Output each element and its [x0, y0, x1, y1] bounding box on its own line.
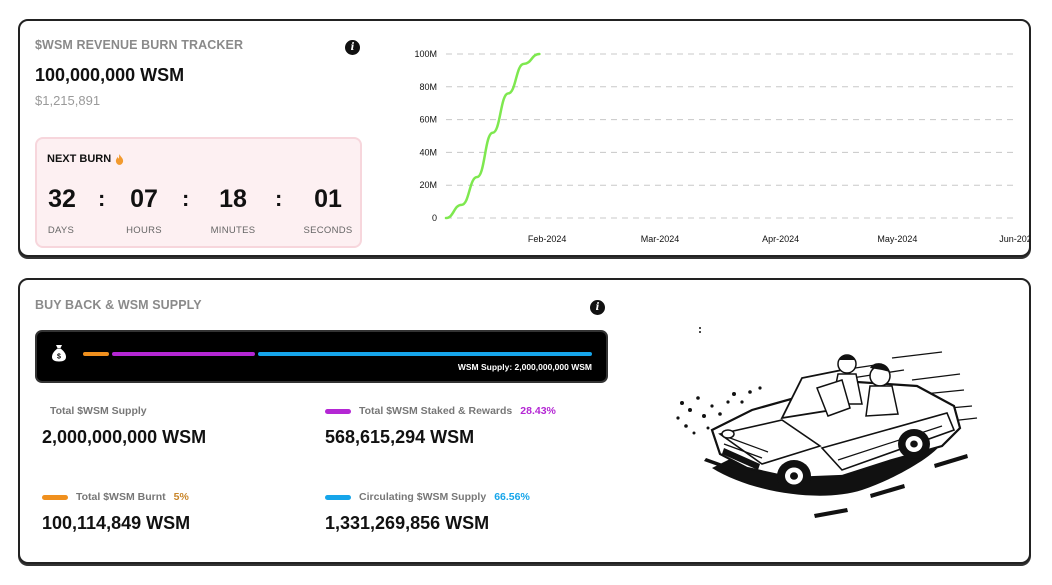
- y-tick-label: 20M: [419, 180, 437, 190]
- burnt-label-text: Total $WSM Burnt: [76, 491, 166, 503]
- circulating-label: Circulating $WSM Supply 66.56%: [325, 491, 530, 503]
- x-tick-label: Apr-2024: [762, 234, 799, 244]
- circulating-legend-pill: [325, 494, 351, 500]
- countdown-seconds-label: SECONDS: [303, 225, 353, 236]
- burnt-label: Total $WSM Burnt 5%: [42, 491, 189, 503]
- countdown-days-label: DAYS: [47, 225, 75, 236]
- circulating-value: 1,331,269,856 WSM: [325, 513, 490, 533]
- countdown-seconds: 01: [314, 185, 342, 213]
- burnt-legend-pill: [42, 494, 68, 500]
- countdown-minutes: 18: [219, 185, 247, 213]
- y-tick-label: 40M: [419, 147, 437, 157]
- burn-amount: 100,000,000 WSM: [35, 65, 185, 85]
- series-line: [444, 52, 541, 220]
- y-tick-label: 60M: [419, 115, 437, 125]
- burn-tracker-card: $WSM REVENUE BURN TRACKER i 100,000,000 …: [18, 19, 1031, 257]
- staked-percent: 28.43%: [520, 405, 556, 417]
- y-tick-label: 0: [432, 213, 437, 223]
- burn-usd-value: $1,215,891: [35, 93, 101, 108]
- flame-icon: [116, 153, 124, 165]
- staked-legend-pill: [325, 408, 351, 414]
- burnt-percent: 5%: [173, 491, 189, 503]
- burn-tracker-title: $WSM REVENUE BURN TRACKER: [35, 38, 244, 52]
- x-tick-label: Jun-2024: [999, 234, 1030, 244]
- supply-segment-staked: [112, 352, 255, 356]
- y-tick-label: 80M: [419, 82, 437, 92]
- next-burn-panel: NEXT BURN 32 : 07 : 18 : 01 DAYS HOURS M…: [35, 137, 362, 248]
- circulating-label-text: Circulating $WSM Supply: [359, 491, 487, 503]
- x-tick-label: Mar-2024: [641, 234, 680, 244]
- x-tick-label: May-2024: [877, 234, 917, 244]
- countdown-separator: :: [98, 186, 106, 211]
- x-tick-label: Feb-2024: [528, 234, 567, 244]
- supply-bar-label: WSM Supply: 2,000,000,000 WSM: [457, 362, 592, 372]
- burnt-value: 100,114,849 WSM: [42, 513, 191, 533]
- svg-text:$: $: [57, 354, 61, 361]
- total-supply-label: Total $WSM Supply: [50, 405, 147, 417]
- circulating-percent: 66.56%: [494, 491, 530, 503]
- staked-label-text: Total $WSM Staked & Rewards: [359, 405, 513, 417]
- next-burn-label: NEXT BURN: [47, 153, 124, 165]
- supply-bar: $ WSM Supply: 2,000,000,000 WSM: [35, 330, 608, 383]
- y-tick-label: 100M: [414, 49, 437, 59]
- total-supply-value: 2,000,000,000 WSM: [42, 427, 207, 447]
- info-icon[interactable]: i: [590, 300, 605, 315]
- supply-segment-circulating: [258, 352, 592, 356]
- countdown-separator: :: [182, 186, 190, 211]
- info-icon[interactable]: i: [345, 40, 360, 55]
- supply-card: BUY BACK & WSM SUPPLY i $ WSM Supply: 2,…: [18, 278, 1031, 564]
- staked-label: Total $WSM Staked & Rewards 28.43%: [325, 405, 556, 417]
- countdown-hours: 07: [130, 185, 158, 213]
- countdown-hours-label: HOURS: [126, 225, 162, 236]
- next-burn-text: NEXT BURN: [47, 153, 112, 165]
- countdown-days: 32: [48, 185, 76, 213]
- money-bag-icon: $: [52, 345, 66, 362]
- car-illustration: [676, 327, 978, 518]
- total-supply-label-text: Total $WSM Supply: [50, 405, 147, 417]
- supply-title: BUY BACK & WSM SUPPLY: [35, 298, 202, 312]
- supply-segment-burnt: [83, 352, 109, 356]
- countdown-separator: :: [275, 186, 283, 211]
- burn-chart: 0 20M 40M 60M 80M 100M Feb-2024 Mar-2024 Apr-202…: [414, 49, 1030, 244]
- staked-value: 568,615,294 WSM: [325, 427, 475, 447]
- countdown-minutes-label: MINUTES: [210, 225, 256, 236]
